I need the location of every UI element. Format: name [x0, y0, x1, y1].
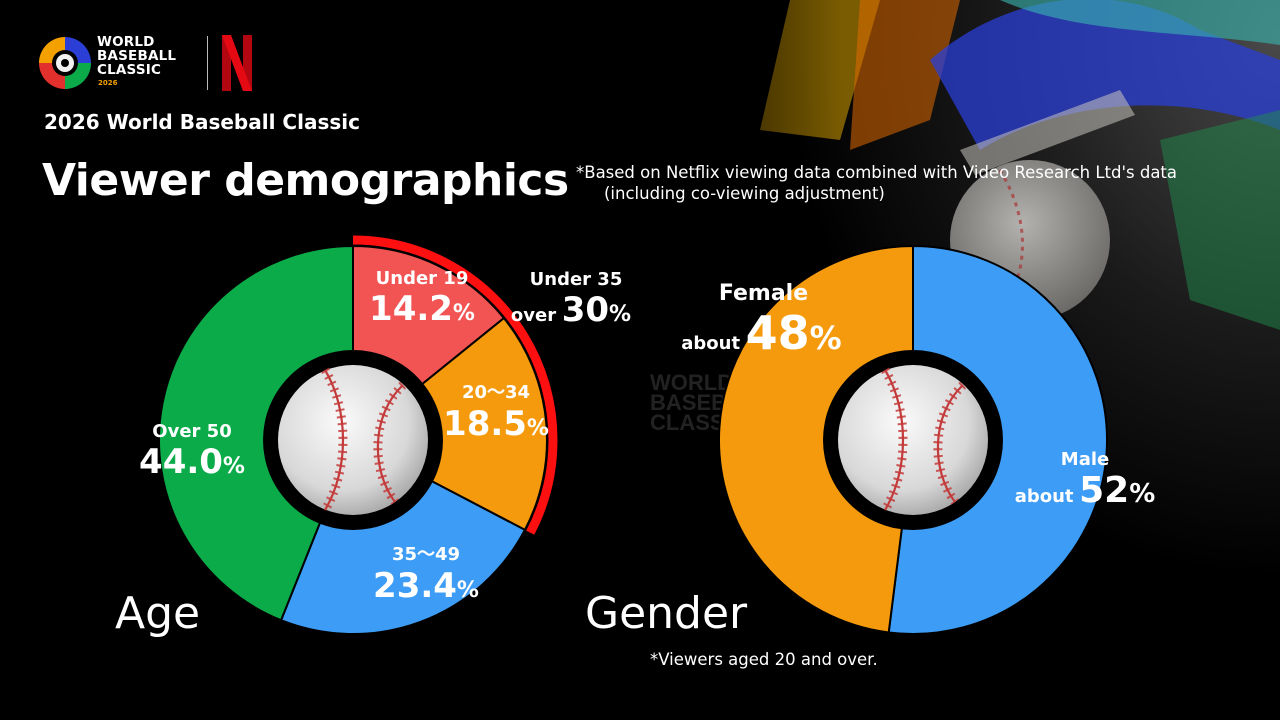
label-female-prefix: about — [681, 333, 741, 354]
gender-baseball-center-face — [838, 365, 988, 515]
label-over50-unit: % — [222, 454, 245, 479]
label-over50: Over 50 44.0% — [132, 421, 252, 482]
label-under35-value: 30 — [561, 290, 610, 330]
label-male-unit: % — [1129, 479, 1156, 509]
label-under35-prefix: over — [510, 305, 557, 326]
label-male-value: 52 — [1079, 470, 1130, 511]
age-pie-slice-over-50 — [158, 244, 354, 622]
page-title: Viewer demographics — [42, 155, 569, 206]
label-male-prefix: about — [1014, 486, 1074, 507]
wbc-line3: CLASSIC — [97, 62, 162, 78]
wbc-wordmark: WORLD BASEBALL CLASSIC — [97, 35, 176, 77]
label-20-34-value: 18.5 — [443, 404, 527, 444]
label-20-34-name: 20～34 — [461, 382, 531, 403]
label-male: Male about 52% — [1010, 449, 1160, 511]
label-under19-name: Under 19 — [375, 268, 469, 289]
wbc-logo-icon — [39, 37, 91, 89]
under35-callout-arc — [352, 235, 558, 535]
age-pie-slice-20-34 — [351, 316, 548, 532]
label-under35-callout: Under 35 over 30% — [506, 269, 636, 330]
label-female: Female about 48% — [674, 281, 849, 360]
label-35-49-value: 23.4 — [373, 566, 457, 606]
label-20-34: 20～34 18.5% — [436, 378, 556, 444]
wbc-line2: BASEBALL — [97, 48, 177, 64]
label-35-49-unit: % — [456, 578, 479, 603]
gender-baseball-center-seam-1 — [884, 369, 904, 511]
netflix-logo-icon — [222, 35, 252, 91]
gender-note: *Viewers aged 20 and over. — [650, 650, 878, 669]
label-35-49-name: 35～49 — [391, 544, 461, 565]
wbc-year: 2026 — [98, 79, 118, 87]
data-source-note: *Based on Netflix viewing data combined … — [576, 162, 1177, 204]
age-baseball-center-face — [278, 365, 428, 515]
age-chart-title: Age — [115, 588, 201, 639]
gender-pie-slice-female — [718, 244, 914, 634]
label-under35-unit: % — [609, 302, 632, 327]
gender-chart-title: Gender — [585, 588, 748, 639]
logo-divider — [207, 36, 208, 90]
label-female-name: Female — [718, 281, 809, 306]
gender-baseball-center — [823, 350, 1003, 530]
wbc-line1: WORLD — [97, 34, 155, 50]
data-source-note-line1: *Based on Netflix viewing data combined … — [576, 163, 1178, 182]
label-35-49: 35～49 23.4% — [366, 540, 486, 606]
label-under19-value: 14.2 — [369, 289, 453, 329]
label-over50-value: 44.0 — [139, 442, 223, 482]
label-male-name: Male — [1060, 449, 1110, 470]
label-over50-name: Over 50 — [152, 421, 232, 442]
age-pie-chart — [158, 235, 558, 635]
brand-logos: WORLD BASEBALL CLASSIC 2026 — [34, 32, 264, 94]
label-under35-name: Under 35 — [529, 269, 623, 290]
label-under19: Under 19 14.2% — [362, 268, 482, 329]
age-baseball-center-stitches-2 — [373, 381, 407, 505]
label-female-value: 48 — [745, 306, 810, 360]
age-baseball-center-seam-1 — [324, 369, 344, 511]
age-baseball-center — [263, 350, 443, 530]
label-under19-unit: % — [452, 301, 475, 326]
event-subtitle: 2026 World Baseball Classic — [44, 110, 360, 134]
gender-pie-chart — [718, 244, 1108, 635]
label-female-unit: % — [809, 319, 842, 357]
gender-baseball-center-stitches-2 — [933, 381, 967, 505]
data-source-note-line2: (including co-viewing adjustment) — [604, 184, 885, 203]
label-20-34-unit: % — [526, 416, 549, 441]
svg-text:WORLD: WORLD — [650, 370, 733, 395]
